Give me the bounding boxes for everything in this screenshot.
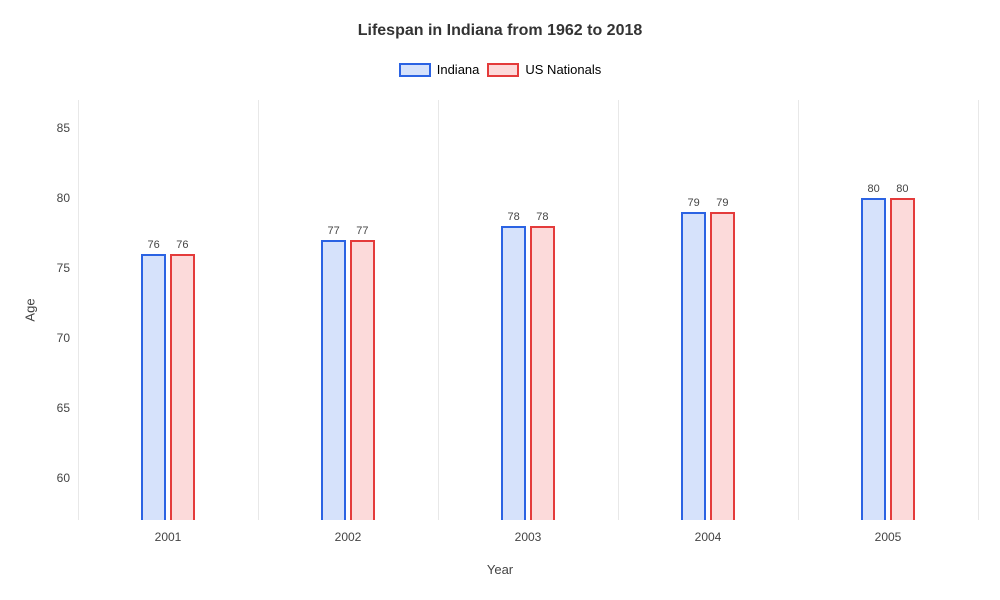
bar xyxy=(141,254,166,520)
bar-value-label: 80 xyxy=(867,183,879,195)
y-tick-label: 85 xyxy=(57,121,78,135)
bar-value-label: 79 xyxy=(687,197,699,209)
bar-value-label: 76 xyxy=(176,239,188,251)
bar-value-label: 78 xyxy=(536,211,548,223)
x-gridline xyxy=(438,100,439,520)
y-tick-label: 80 xyxy=(57,191,78,205)
bar-value-label: 79 xyxy=(716,197,728,209)
y-axis-title: Age xyxy=(23,298,38,321)
bar-value-label: 77 xyxy=(327,225,339,237)
x-tick-label: 2004 xyxy=(695,520,722,544)
x-gridline xyxy=(798,100,799,520)
x-gridline xyxy=(618,100,619,520)
bar xyxy=(530,226,555,520)
bar xyxy=(710,212,735,520)
lifespan-bar-chart: Lifespan in Indiana from 1962 to 2018 In… xyxy=(0,0,1000,600)
bar xyxy=(501,226,526,520)
x-gridline xyxy=(78,100,79,520)
bar-value-label: 76 xyxy=(147,239,159,251)
x-tick-label: 2003 xyxy=(515,520,542,544)
legend-item: US Nationals xyxy=(487,62,601,77)
x-axis-title: Year xyxy=(0,562,1000,577)
bar xyxy=(861,198,886,520)
legend-label: Indiana xyxy=(437,62,480,77)
bar xyxy=(321,240,346,520)
y-tick-label: 60 xyxy=(57,471,78,485)
bar xyxy=(170,254,195,520)
chart-title: Lifespan in Indiana from 1962 to 2018 xyxy=(0,22,1000,40)
plot-area: 6065707580852001200220032004200576767777… xyxy=(78,100,978,520)
bar-value-label: 78 xyxy=(507,211,519,223)
x-gridline xyxy=(978,100,979,520)
x-tick-label: 2001 xyxy=(155,520,182,544)
x-tick-label: 2005 xyxy=(875,520,902,544)
x-gridline xyxy=(258,100,259,520)
y-tick-label: 70 xyxy=(57,331,78,345)
x-tick-label: 2002 xyxy=(335,520,362,544)
legend-item: Indiana xyxy=(399,62,480,77)
bar xyxy=(890,198,915,520)
bar-value-label: 77 xyxy=(356,225,368,237)
y-tick-label: 75 xyxy=(57,261,78,275)
y-tick-label: 65 xyxy=(57,401,78,415)
bar xyxy=(350,240,375,520)
chart-legend: Indiana US Nationals xyxy=(0,62,1000,77)
legend-label: US Nationals xyxy=(525,62,601,77)
legend-swatch xyxy=(399,63,431,77)
bar-value-label: 80 xyxy=(896,183,908,195)
legend-swatch xyxy=(487,63,519,77)
bar xyxy=(681,212,706,520)
